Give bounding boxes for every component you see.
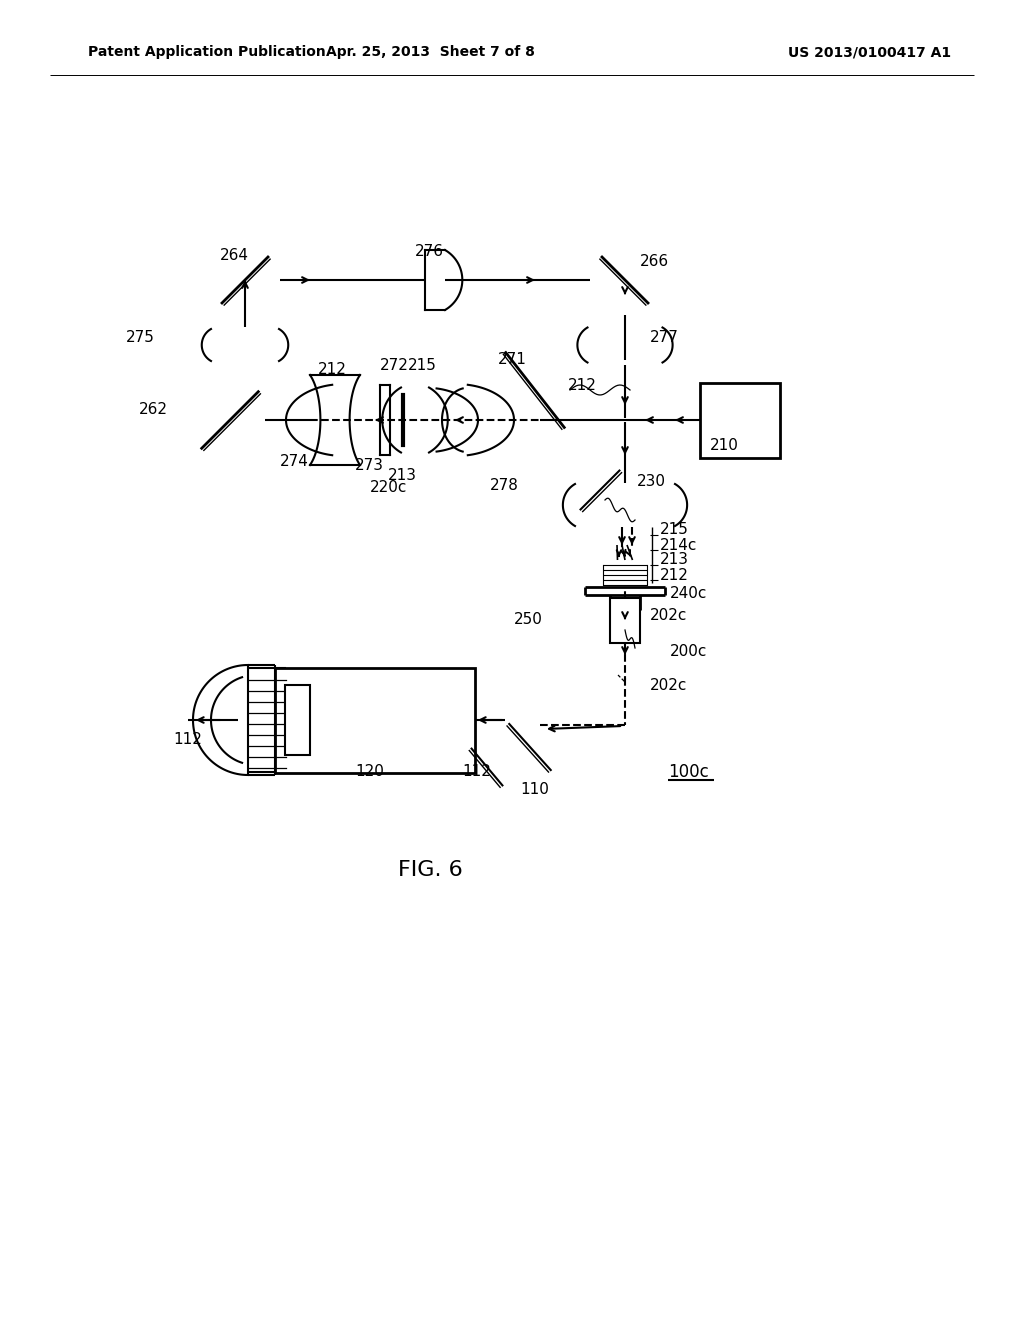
Text: 215: 215 xyxy=(660,523,689,537)
Text: 276: 276 xyxy=(415,244,444,260)
Bar xyxy=(275,668,475,772)
Text: 112: 112 xyxy=(462,764,490,780)
Text: 275: 275 xyxy=(126,330,155,345)
Text: 120: 120 xyxy=(355,764,384,780)
Text: 212: 212 xyxy=(660,569,689,583)
Text: 262: 262 xyxy=(139,403,168,417)
Text: 213: 213 xyxy=(388,467,417,483)
Text: 271: 271 xyxy=(498,352,527,367)
Text: 272: 272 xyxy=(380,358,409,372)
Text: 264: 264 xyxy=(220,248,249,263)
Text: 250: 250 xyxy=(514,612,543,627)
Text: 277: 277 xyxy=(650,330,679,345)
Text: 215: 215 xyxy=(408,358,437,372)
Text: 273: 273 xyxy=(355,458,384,473)
Bar xyxy=(285,685,309,755)
Text: 100c: 100c xyxy=(668,763,709,781)
Bar xyxy=(700,383,780,458)
Text: 230: 230 xyxy=(637,474,666,490)
Text: 213: 213 xyxy=(660,553,689,568)
Text: 210: 210 xyxy=(710,437,739,453)
Text: 266: 266 xyxy=(640,255,669,269)
Text: 200c: 200c xyxy=(670,644,708,660)
Text: Patent Application Publication: Patent Application Publication xyxy=(88,45,326,59)
Text: 220c: 220c xyxy=(370,480,408,495)
Text: 214c: 214c xyxy=(660,537,697,553)
Text: 278: 278 xyxy=(490,478,519,492)
Text: 202c: 202c xyxy=(650,607,687,623)
Bar xyxy=(610,598,640,643)
Text: US 2013/0100417 A1: US 2013/0100417 A1 xyxy=(788,45,951,59)
Text: 240c: 240c xyxy=(670,586,708,602)
Text: 110: 110 xyxy=(520,783,549,797)
Text: FIG. 6: FIG. 6 xyxy=(397,861,463,880)
Text: 112: 112 xyxy=(173,733,202,747)
Text: 202c: 202c xyxy=(650,677,687,693)
Text: Apr. 25, 2013  Sheet 7 of 8: Apr. 25, 2013 Sheet 7 of 8 xyxy=(326,45,535,59)
Text: 212: 212 xyxy=(568,378,597,392)
Text: 274: 274 xyxy=(280,454,309,470)
Text: 212: 212 xyxy=(318,363,347,378)
